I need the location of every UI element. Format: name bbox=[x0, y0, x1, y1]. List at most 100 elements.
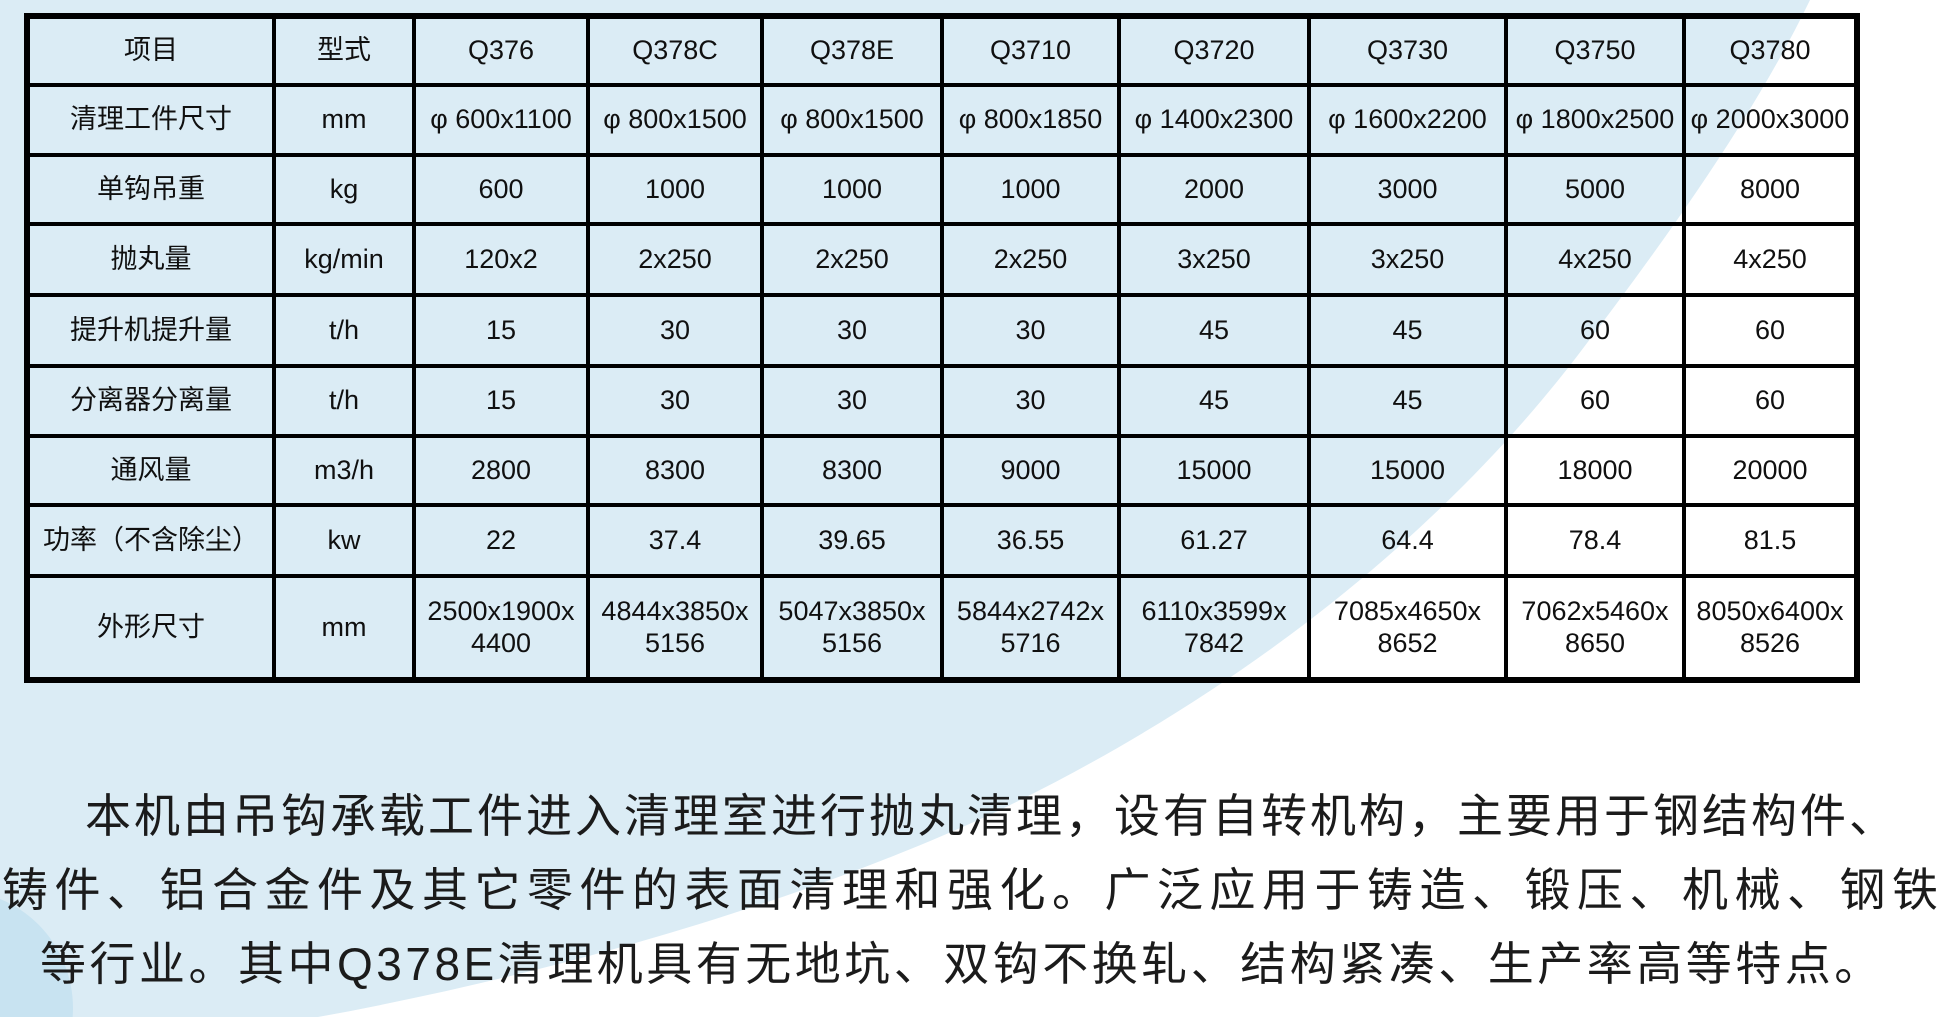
spec-value: 8000 bbox=[1682, 153, 1859, 226]
row-unit: mm bbox=[272, 83, 416, 157]
corner-circle-shape bbox=[0, 898, 73, 1017]
spec-value: 2x250 bbox=[940, 222, 1121, 297]
spec-value: 4x250 bbox=[1682, 222, 1859, 297]
spec-value: 64.4 bbox=[1307, 503, 1508, 578]
row-unit: kg bbox=[272, 153, 416, 226]
spec-value: φ 800x1500 bbox=[586, 83, 764, 157]
row-label: 功率（不含除尘） bbox=[25, 503, 276, 578]
row-unit: kg/min bbox=[272, 222, 416, 297]
spec-table-body: 清理工件尺寸 mm φ 600x1100 φ 800x1500 φ 800x1500 φ … bbox=[25, 83, 1859, 682]
spec-value: 9000 bbox=[940, 434, 1121, 507]
spec-value: 30 bbox=[586, 364, 764, 438]
description-line-1: 本机由吊钩承载工件进入清理室进行抛丸清理，设有自转机构，主要用于钢结构件、 bbox=[85, 790, 1898, 842]
spec-value: 4x250 bbox=[1504, 222, 1686, 297]
description-line-2: 铸件、铝合金件及其它零件的表面清理和强化。广泛应用于铸造、锻压、机械、钢铁 bbox=[2, 864, 1945, 916]
header-cell-model: Q3750 bbox=[1504, 14, 1686, 87]
spec-value: 5047x3850x 5156 bbox=[760, 574, 944, 682]
spec-table: 项目 型式 Q376 Q378C Q378E Q3710 Q3720 Q3730 Q3750 Q3… bbox=[24, 13, 1860, 683]
spec-value: 7085x4650x 8652 bbox=[1307, 574, 1508, 682]
white-swoosh-shape bbox=[318, 0, 1951, 1017]
spec-value: 2x250 bbox=[586, 222, 764, 297]
spec-row: 提升机提升量 t/h 15 30 30 30 45 45 60 60 bbox=[25, 293, 1859, 368]
spec-value: φ 800x1850 bbox=[940, 83, 1121, 157]
spec-value: 30 bbox=[940, 364, 1121, 438]
spec-value: φ 600x1100 bbox=[412, 83, 590, 157]
spec-value: 600 bbox=[412, 153, 590, 226]
row-unit: kw bbox=[272, 503, 416, 578]
spec-value: 2000 bbox=[1117, 153, 1311, 226]
spec-value: 5844x2742x 5716 bbox=[940, 574, 1121, 682]
header-cell-type: 型式 bbox=[272, 14, 416, 87]
spec-value: 18000 bbox=[1504, 434, 1686, 507]
spec-value: φ 800x1500 bbox=[760, 83, 944, 157]
spec-value: 3000 bbox=[1307, 153, 1508, 226]
spec-value: 2800 bbox=[412, 434, 590, 507]
spec-value: φ 1400x2300 bbox=[1117, 83, 1311, 157]
row-unit: m3/h bbox=[272, 434, 416, 507]
spec-value: 15 bbox=[412, 293, 590, 368]
spec-value: 45 bbox=[1117, 293, 1311, 368]
row-unit: t/h bbox=[272, 293, 416, 368]
header-cell-item: 项目 bbox=[25, 14, 276, 87]
row-label: 分离器分离量 bbox=[25, 364, 276, 438]
spec-value: 37.4 bbox=[586, 503, 764, 578]
spec-table-header: 项目 型式 Q376 Q378C Q378E Q3710 Q3720 Q3730 Q3750 Q3… bbox=[25, 14, 1859, 87]
header-cell-model: Q3720 bbox=[1117, 14, 1311, 87]
spec-value: 8300 bbox=[586, 434, 764, 507]
spec-value: 30 bbox=[586, 293, 764, 368]
spec-row: 抛丸量 kg/min 120x2 2x250 2x250 2x250 3x250 3x250 4… bbox=[25, 222, 1859, 297]
spec-value: 4844x3850x 5156 bbox=[586, 574, 764, 682]
row-label: 外形尺寸 bbox=[25, 574, 276, 682]
spec-value: 2x250 bbox=[760, 222, 944, 297]
spec-value: 78.4 bbox=[1504, 503, 1686, 578]
spec-value: 45 bbox=[1307, 364, 1508, 438]
spec-row: 分离器分离量 t/h 15 30 30 30 45 45 60 60 bbox=[25, 364, 1859, 438]
spec-value: 8050x6400x 8526 bbox=[1682, 574, 1859, 682]
spec-value: 61.27 bbox=[1117, 503, 1311, 578]
spec-value: 60 bbox=[1682, 293, 1859, 368]
spec-value: 15000 bbox=[1307, 434, 1508, 507]
spec-value: 8300 bbox=[760, 434, 944, 507]
spec-row: 外形尺寸 mm 2500x1900x 4400 4844x3850x 5156 5047… bbox=[25, 574, 1859, 682]
spec-value: 15 bbox=[412, 364, 590, 438]
header-cell-model: Q3730 bbox=[1307, 14, 1508, 87]
header-cell-model: Q378C bbox=[586, 14, 764, 87]
row-label: 通风量 bbox=[25, 434, 276, 507]
spec-value: 60 bbox=[1682, 364, 1859, 438]
spec-value: 120x2 bbox=[412, 222, 590, 297]
header-cell-model: Q378E bbox=[760, 14, 944, 87]
spec-value: 30 bbox=[940, 293, 1121, 368]
spec-value: 3x250 bbox=[1117, 222, 1311, 297]
header-cell-model: Q3780 bbox=[1682, 14, 1859, 87]
row-label: 单钩吊重 bbox=[25, 153, 276, 226]
header-row: 项目 型式 Q376 Q378C Q378E Q3710 Q3720 Q3730 Q3750 Q3… bbox=[25, 14, 1859, 87]
description-line-3: 等行业。其中Q378E清理机具有无地坑、双钩不换轧、结构紧凑、生产率高等特点。 bbox=[40, 938, 1884, 990]
spec-value: 3x250 bbox=[1307, 222, 1508, 297]
header-cell-model: Q376 bbox=[412, 14, 590, 87]
spec-row: 功率（不含除尘） kw 22 37.4 39.65 36.55 61.27 64.4 78.4 8… bbox=[25, 503, 1859, 578]
row-unit: mm bbox=[272, 574, 416, 682]
spec-value: 30 bbox=[760, 293, 944, 368]
spec-value: φ 2000x3000 bbox=[1682, 83, 1859, 157]
spec-value: 81.5 bbox=[1682, 503, 1859, 578]
spec-value: 60 bbox=[1504, 364, 1686, 438]
spec-value: 20000 bbox=[1682, 434, 1859, 507]
spec-value: 39.65 bbox=[760, 503, 944, 578]
spec-value: 60 bbox=[1504, 293, 1686, 368]
spec-row: 清理工件尺寸 mm φ 600x1100 φ 800x1500 φ 800x1500 φ … bbox=[25, 83, 1859, 157]
spec-row: 单钩吊重 kg 600 1000 1000 1000 2000 3000 5000 8000 bbox=[25, 153, 1859, 226]
spec-value: 1000 bbox=[940, 153, 1121, 226]
spec-value: 1000 bbox=[586, 153, 764, 226]
spec-value: 2500x1900x 4400 bbox=[412, 574, 590, 682]
spec-value: φ 1800x2500 bbox=[1504, 83, 1686, 157]
spec-value: 5000 bbox=[1504, 153, 1686, 226]
row-label: 清理工件尺寸 bbox=[25, 83, 276, 157]
spec-row: 通风量 m3/h 2800 8300 8300 9000 15000 15000 18000 20… bbox=[25, 434, 1859, 507]
spec-value: 6110x3599x 7842 bbox=[1117, 574, 1311, 682]
row-label: 提升机提升量 bbox=[25, 293, 276, 368]
spec-value: 36.55 bbox=[940, 503, 1121, 578]
spec-value: 30 bbox=[760, 364, 944, 438]
spec-value: 22 bbox=[412, 503, 590, 578]
description: 本机由吊钩承载工件进入清理室进行抛丸清理，设有自转机构，主要用于钢结构件、 铸件… bbox=[0, 779, 1951, 1001]
